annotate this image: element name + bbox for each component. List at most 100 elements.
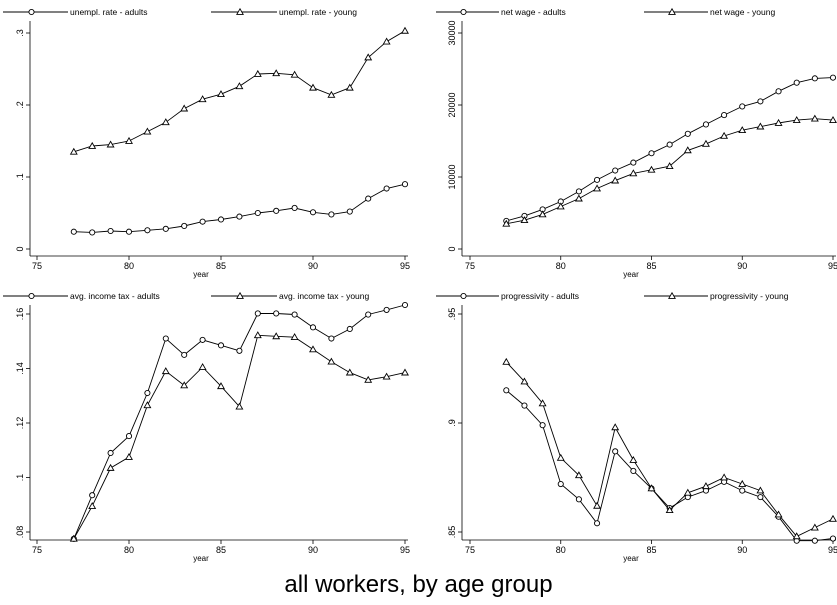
data-point (594, 520, 601, 527)
data-point (180, 381, 189, 389)
data-point (309, 209, 317, 216)
data-point (739, 487, 746, 494)
x-tick-label: 95 (400, 261, 410, 271)
data-point (88, 502, 97, 509)
data-point (253, 331, 262, 339)
data-point (125, 228, 133, 235)
data-point (345, 83, 354, 91)
legend-label: avg. income tax - adults (70, 291, 160, 301)
data-point (69, 534, 78, 542)
data-point (199, 218, 206, 225)
data-point (364, 53, 373, 61)
x-tick-label: 90 (737, 261, 747, 271)
data-point (273, 310, 280, 317)
data-point (217, 216, 225, 223)
panel-1: 0 .1 .2 .3 75 80 85 90 95 year unempl. rate - adul… (3, 7, 410, 279)
data-point (162, 335, 169, 342)
data-point (161, 118, 170, 126)
data-point (161, 367, 170, 375)
panel-3: .08 .1 .12 .14 .16 75 80 85 90 95 year avg. income … (3, 291, 410, 563)
data-point (629, 455, 638, 463)
data-point (611, 176, 620, 184)
y-tick-label: .3 (15, 29, 25, 37)
data-point (774, 510, 783, 518)
data-point (401, 26, 409, 34)
data-point (811, 75, 818, 82)
data-point (701, 139, 710, 147)
data-point (199, 336, 206, 343)
data-point (756, 122, 765, 130)
data-point (630, 159, 637, 166)
y-tick-label: .12 (15, 417, 25, 430)
chart-panels: 0 .1 .2 .3 75 80 85 90 95 year unempl. rate - adul… (3, 7, 837, 563)
data-point (309, 83, 317, 91)
legend-marker (28, 292, 35, 300)
data-point (739, 103, 746, 110)
data-point (665, 162, 674, 170)
legend-marker (460, 292, 467, 300)
y-tick-label: .08 (15, 526, 25, 539)
series-line-adults (506, 77, 834, 222)
x-tick-label: 90 (737, 545, 747, 555)
data-point (520, 377, 529, 385)
x-tick-label: 80 (124, 261, 134, 271)
data-point (557, 480, 564, 488)
data-point (364, 375, 373, 383)
x-axis-label: year (623, 554, 639, 563)
panel-4: .85 .9 .95 75 80 85 90 95 year progressivity - ad… (436, 291, 837, 563)
series-line-adults (73, 304, 406, 539)
data-point (556, 202, 565, 210)
y-tick-label: .16 (15, 308, 25, 321)
data-point (810, 523, 819, 531)
data-point (365, 195, 372, 202)
data-point (666, 141, 673, 148)
data-point (811, 537, 818, 544)
data-point (125, 452, 133, 460)
y-tick-label: .1 (15, 474, 25, 482)
data-point (629, 169, 638, 177)
data-point (272, 332, 281, 340)
x-tick-label: 95 (828, 545, 837, 555)
data-point (720, 473, 729, 481)
data-point (217, 342, 225, 349)
data-point (365, 311, 372, 318)
y-tick-label: 20000 (447, 92, 457, 117)
data-point (738, 479, 747, 487)
data-point (327, 357, 336, 365)
data-point (290, 333, 299, 341)
data-point (611, 423, 620, 431)
y-tick-label: 10000 (447, 164, 457, 189)
data-point (757, 494, 764, 501)
x-tick-label: 80 (124, 545, 134, 555)
data-point (253, 69, 262, 77)
data-point (181, 222, 188, 230)
data-point (721, 112, 728, 119)
data-point (70, 228, 77, 235)
data-point (88, 141, 97, 149)
x-axis-label: year (193, 554, 209, 563)
data-point (181, 351, 188, 358)
data-point (774, 118, 783, 126)
y-tick-label: 0 (15, 246, 25, 251)
data-point (701, 482, 710, 490)
data-point (144, 227, 151, 234)
data-point (702, 121, 710, 128)
data-point (198, 95, 207, 103)
y-tick-label: .14 (15, 362, 25, 375)
data-point (593, 184, 602, 192)
series-line-adults (506, 389, 834, 542)
data-point (327, 90, 336, 98)
x-tick-label: 80 (556, 261, 566, 271)
x-tick-label: 75 (465, 545, 475, 555)
data-point (520, 216, 529, 224)
data-point (575, 188, 582, 195)
legend-label: progressivity - young (710, 291, 789, 301)
data-point (272, 69, 281, 77)
legend-label: net wage - adults (501, 7, 566, 17)
legend-marker (460, 8, 467, 16)
data-point (254, 209, 261, 217)
series-line-young (506, 118, 834, 225)
legend-marker (236, 291, 244, 299)
x-tick-label: 95 (400, 545, 410, 555)
